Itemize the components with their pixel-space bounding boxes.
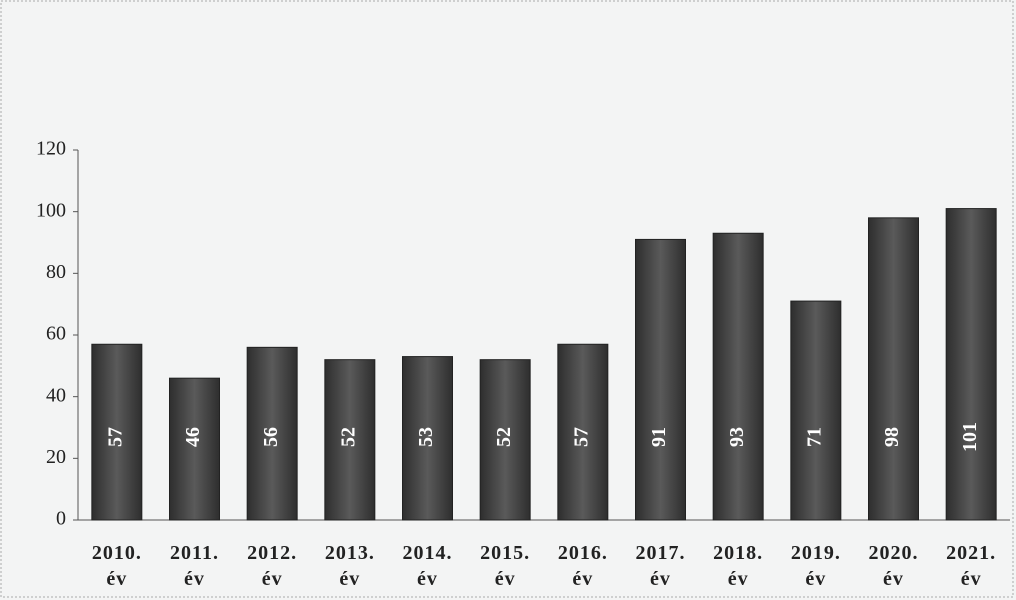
value-label: 93	[726, 427, 748, 447]
bar	[91, 343, 143, 521]
value-label: 101	[959, 422, 981, 452]
bar	[635, 238, 686, 521]
value-label: 46	[182, 427, 204, 447]
y-tick-label: 0	[56, 508, 66, 530]
bar	[945, 208, 997, 521]
bar	[868, 217, 919, 521]
value-label: 52	[493, 427, 515, 447]
value-label: 91	[648, 427, 670, 447]
x-tick-label: 2014. év	[402, 542, 453, 590]
value-label: 57	[570, 427, 592, 447]
value-label: 53	[415, 427, 437, 447]
y-tick-label: 80	[46, 261, 66, 283]
x-tick-label: 2015. év	[480, 542, 531, 590]
y-tick-label: 120	[36, 138, 66, 160]
x-tick-label: 2012. év	[247, 542, 298, 590]
y-tick-label: 40	[46, 384, 66, 406]
bar	[557, 343, 609, 521]
x-tick-label: 2016. év	[557, 542, 608, 590]
x-tick-label: 2011. év	[170, 542, 219, 590]
x-tick-label: 2013. év	[324, 542, 375, 590]
x-tick-label: 2010. év	[91, 542, 142, 590]
x-tick-label: 2020. év	[868, 542, 919, 590]
x-tick-label: 2019. év	[790, 542, 841, 590]
bar	[246, 346, 298, 521]
value-label: 56	[260, 427, 282, 447]
x-tick-label: 2017. év	[635, 542, 686, 590]
bar	[169, 377, 220, 521]
bar	[324, 359, 376, 521]
y-tick-label: 20	[46, 446, 66, 468]
y-tick-label: 60	[46, 323, 66, 345]
bar	[790, 300, 842, 521]
bar	[479, 359, 531, 521]
x-tick-label: 2018. év	[713, 542, 764, 590]
value-label: 52	[337, 427, 359, 447]
y-tick-label: 100	[36, 199, 66, 221]
bar	[402, 356, 453, 521]
value-label: 98	[881, 427, 903, 447]
x-tick-label: 2021. év	[946, 542, 997, 590]
bar	[712, 232, 764, 521]
value-label: 57	[104, 427, 126, 447]
value-label: 71	[803, 427, 825, 447]
